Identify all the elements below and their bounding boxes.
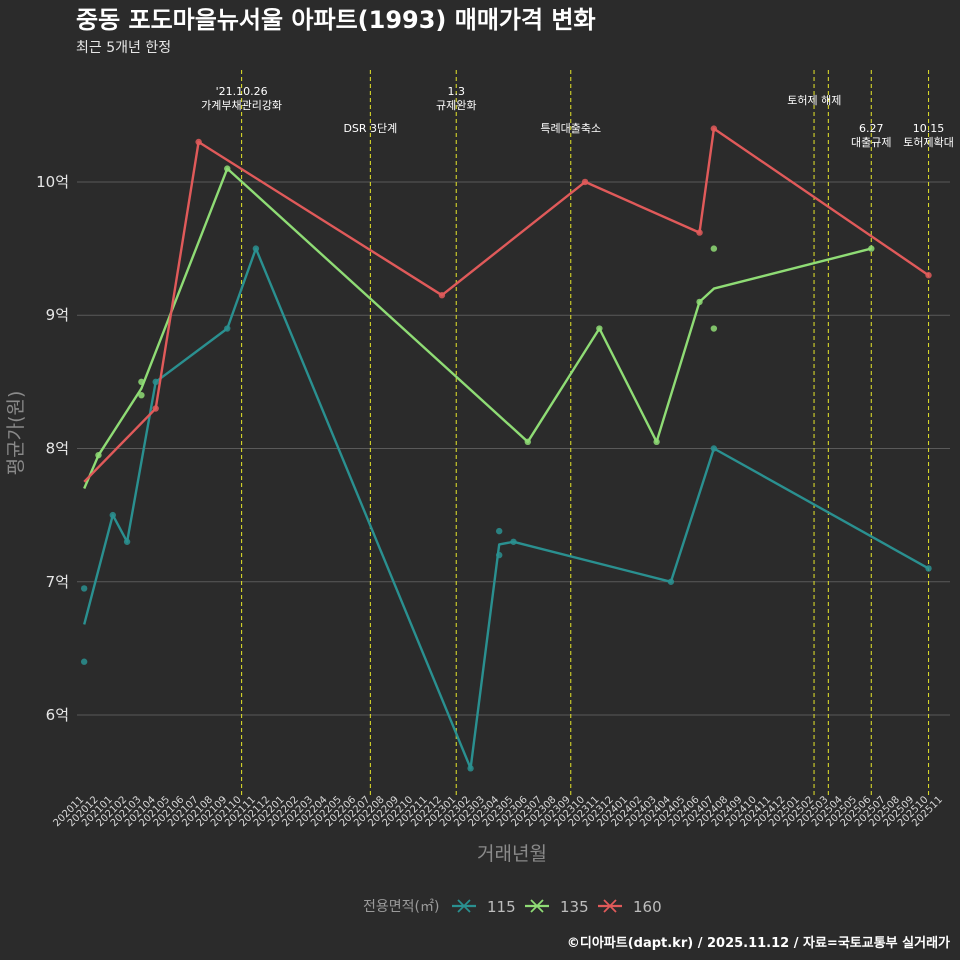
legend-label-160: 160: [633, 898, 662, 916]
gridlines: [77, 181, 950, 716]
data-point-160: [710, 125, 718, 132]
data-point-115: [710, 445, 718, 452]
series-line-160: [83, 127, 930, 483]
event-label-line: 대출규제: [851, 136, 891, 149]
series-line-135: [83, 167, 872, 489]
y-tick-label: 7억: [46, 573, 69, 591]
data-point-115: [667, 578, 675, 585]
data-point-135: [696, 298, 703, 306]
data-point-115: [109, 511, 116, 519]
data-point-115: [510, 538, 517, 545]
event-label-line: DSR 3단계: [343, 122, 397, 135]
event-label: 특례대출축소: [540, 122, 601, 135]
event-label-line: 토허제확대: [903, 136, 954, 149]
legend-label-135: 135: [560, 898, 589, 916]
data-point-115: [252, 245, 260, 252]
event-label: 6.27 대출규제: [851, 122, 891, 149]
data-point-115: [495, 551, 503, 559]
event-label-line: 10.15: [913, 122, 945, 135]
data-point-135: [710, 245, 718, 252]
chart-caption: ©디아파트(dapt.kr) / 2025.11.12 / 자료=국토교통부 실…: [567, 935, 950, 951]
legend-mark-115: [457, 899, 471, 913]
event-label: 1.3 규제완화: [436, 85, 476, 112]
event-label: '21.10.26 가계부채관리강화: [201, 85, 282, 112]
chart-title: 중동 포도마을뉴서울 아파트(1993) 매매가격 변화: [76, 6, 596, 34]
data-point-160: [438, 292, 446, 299]
event-label-line: '21.10.26: [216, 85, 268, 98]
y-tick-label: 10억: [36, 173, 69, 191]
data-point-160: [925, 272, 932, 279]
legend-mark-135: [530, 899, 544, 913]
event-label: DSR 3단계: [343, 122, 397, 135]
data-point-115: [925, 565, 932, 572]
event-label-line: 6.27: [859, 122, 884, 135]
x-axis-label: 거래년월: [477, 843, 547, 865]
data-point-135: [95, 451, 102, 459]
series-line-115: [83, 247, 930, 770]
data-point-115: [224, 325, 231, 332]
event-label-line: 특례대출축소: [540, 122, 601, 135]
legend-label-115: 115: [487, 898, 516, 916]
data-point-115: [152, 378, 159, 386]
y-tick-label: 9억: [46, 306, 69, 324]
y-axis-ticks: 6억 7억 8억 9억 10억: [36, 173, 69, 724]
event-label-line: 토허제 해제: [787, 93, 841, 107]
legend-title: 전용면적(㎡): [363, 899, 439, 915]
data-point-160: [696, 229, 703, 236]
y-axis-label: 평균가(원): [5, 391, 27, 476]
data-point-115: [467, 765, 474, 772]
data-point-135: [224, 165, 231, 172]
data-point-115: [80, 585, 88, 592]
data-point-135: [524, 438, 532, 446]
data-point-135: [596, 325, 603, 332]
event-label: 10.15 토허제확대: [903, 122, 954, 149]
legend-mark-160: [603, 899, 617, 913]
series-lines: [80, 125, 932, 772]
data-point-160: [195, 138, 202, 146]
data-point-135: [710, 325, 718, 332]
chart-subtitle: 최근 5개년 한정: [76, 40, 171, 56]
data-point-115: [495, 527, 503, 535]
y-tick-label: 6억: [46, 706, 69, 724]
data-point-135: [868, 245, 875, 252]
data-point-135: [653, 438, 660, 446]
data-point-135: [138, 391, 145, 399]
data-point-160: [152, 405, 159, 412]
event-label-line: 1.3: [448, 85, 466, 98]
data-point-135: [138, 378, 145, 386]
y-tick-label: 8억: [46, 439, 69, 457]
event-label: 토허제 해제: [787, 93, 841, 107]
data-point-115: [123, 538, 131, 545]
data-point-160: [581, 178, 589, 186]
legend: 전용면적(㎡) 115 135 160: [363, 898, 662, 916]
event-label-line: 가계부채관리강화: [201, 99, 282, 112]
event-label-line: 규제완화: [436, 99, 476, 112]
data-point-115: [80, 658, 88, 665]
